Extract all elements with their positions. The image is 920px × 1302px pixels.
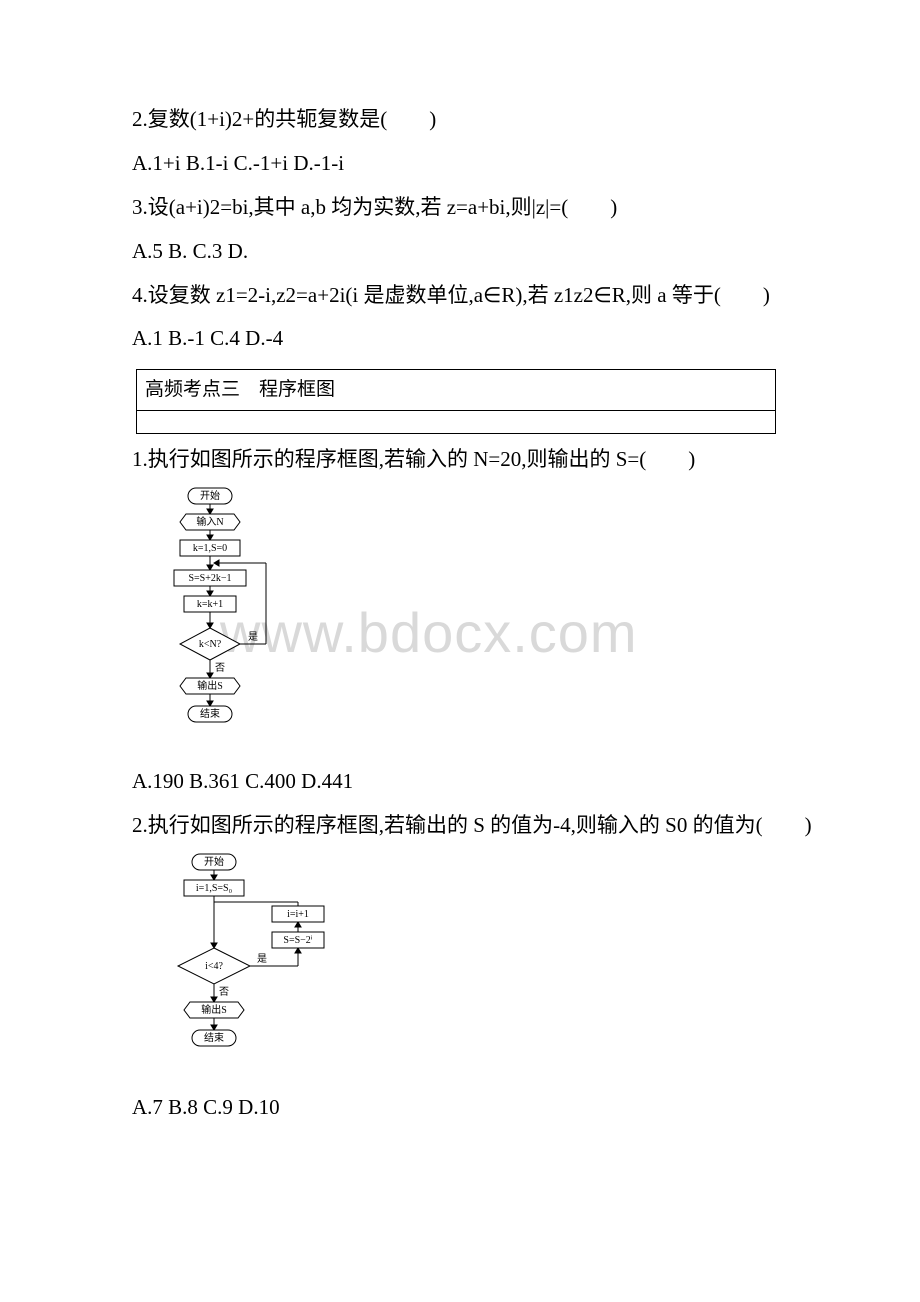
f1-cond: k<N? (199, 639, 222, 650)
f2-sub: S=S−2ⁱ (283, 935, 312, 946)
page-content: 2.复数(1+i)2+的共轭复数是( ) A.1+i B.1-i C.-1+i … (90, 100, 830, 1128)
section-title: 高频考点三 程序框图 (137, 370, 775, 411)
f1-init: k=1,S=0 (193, 543, 227, 554)
f1-inc: k=k+1 (197, 599, 223, 610)
flowchart-1: 开始 输入N k=1,S=0 S=S+2k−1 k=k+1 k<N? 是 否 输… (150, 486, 830, 756)
f1-no: 否 (215, 662, 225, 674)
question-4: 4.设复数 z1=2-i,z2=a+2i(i 是虚数单位,a∈R),若 z1z2… (90, 276, 830, 316)
question-2-options: A.1+i B.1-i C.-1+i D.-1-i (90, 144, 830, 184)
section-spacer (137, 411, 775, 433)
question-4-options: A.1 B.-1 C.4 D.-4 (90, 319, 830, 359)
f2-out: 输出S (201, 1003, 227, 1016)
question-3: 3.设(a+i)2=bi,其中 a,b 均为实数,若 z=a+bi,则|z|=(… (90, 188, 830, 228)
flowchart-2: 开始 i=1,S=S₀ i=i+1 S=S−2ⁱ i<4? 是 否 输出S 结束 (150, 852, 830, 1082)
program-q2-options: A.7 B.8 C.9 D.10 (90, 1088, 830, 1128)
program-q1-options: A.190 B.361 C.400 D.441 (90, 762, 830, 802)
program-q2: 2.执行如图所示的程序框图,若输出的 S 的值为-4,则输入的 S0 的值为( … (90, 806, 830, 846)
f1-sum: S=S+2k−1 (188, 573, 231, 584)
flowchart-1-svg: 开始 输入N k=1,S=0 S=S+2k−1 k=k+1 k<N? 是 否 输… (150, 486, 300, 756)
program-q1: 1.执行如图所示的程序框图,若输入的 N=20,则输出的 S=( ) (90, 440, 830, 480)
f1-input: 输入N (196, 515, 223, 528)
question-3-options: A.5 B. C.3 D. (90, 232, 830, 272)
f2-yes: 是 (257, 953, 267, 965)
question-2: 2.复数(1+i)2+的共轭复数是( ) (90, 100, 830, 140)
f2-start: 开始 (204, 855, 224, 868)
f1-yes: 是 (248, 631, 258, 643)
f1-out: 输出S (197, 679, 223, 692)
f1-end: 结束 (200, 707, 220, 720)
f2-end: 结束 (204, 1031, 224, 1044)
f1-start: 开始 (200, 489, 220, 502)
f2-no: 否 (219, 986, 229, 998)
flowchart-2-svg: 开始 i=1,S=S₀ i=i+1 S=S−2ⁱ i<4? 是 否 输出S 结束 (150, 852, 350, 1082)
f2-cond: i<4? (205, 961, 223, 972)
section-header-box: 高频考点三 程序框图 (136, 369, 776, 434)
f2-inc: i=i+1 (287, 909, 309, 920)
f2-init: i=1,S=S₀ (196, 883, 233, 894)
